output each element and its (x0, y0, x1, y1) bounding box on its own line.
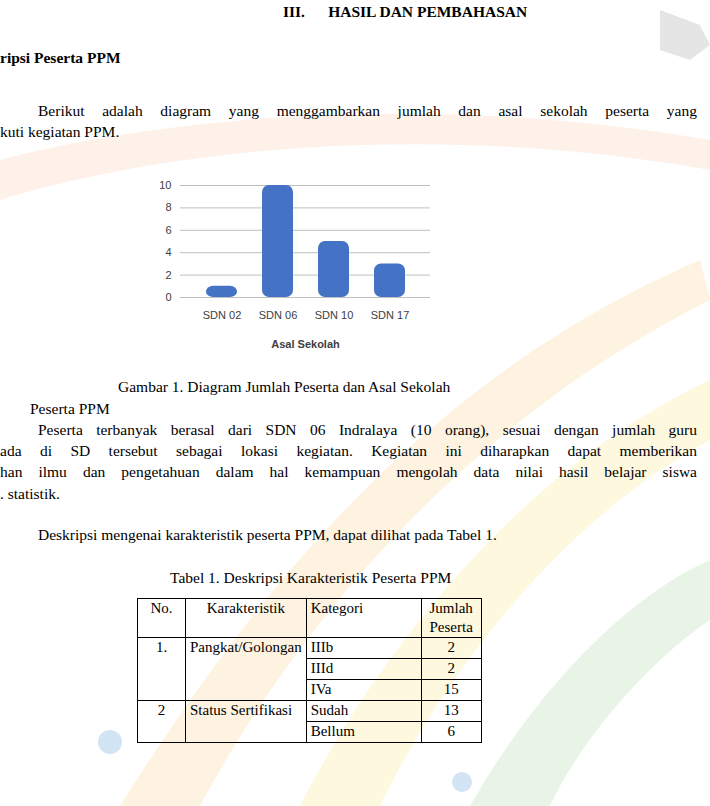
html-text:han ilmu dan pengetahuan dalam: han ilmu dan pengetahuan dalam hal kemam… (0, 463, 697, 480)
html-text:2: 2 (447, 639, 455, 655)
html-text:kuti kegiatan PPM.: kuti kegiatan PPM. (0, 123, 120, 140)
html-text:Tabel 1. Deskripsi Karakterist: Tabel 1. Deskripsi Karakteristik Peserta… (170, 569, 452, 586)
html-text:III. HASIL DAN PEMBAHASAN: III. HASIL DAN PEMBAHASAN (283, 3, 528, 20)
html-text:Kategori: Kategori (310, 600, 364, 616)
svg-text:SDN 06: SDN 06 (259, 309, 298, 321)
html-text:13: 13 (443, 702, 459, 718)
html-text:2: 2 (447, 660, 455, 676)
svg-text:2: 2 (165, 269, 171, 281)
html-text:IIId: IIId (310, 660, 334, 676)
html-text:6: 6 (447, 723, 455, 739)
svg-text:Asal Sekolah: Asal Sekolah (271, 338, 340, 350)
html-text:IVa: IVa (310, 681, 332, 697)
html-text:ripsi Peserta PPM: ripsi Peserta PPM (0, 49, 121, 66)
svg-text:6: 6 (165, 224, 171, 236)
svg-text:SDN 10: SDN 10 (315, 309, 354, 321)
html-text:No.: No. (150, 600, 173, 616)
html-text:Deskripsi mengenai karakterist: Deskripsi mengenai karakteristik peserta… (38, 526, 497, 543)
html-text:Karakteristik: Karakteristik (206, 600, 285, 616)
html-text:Jumlah Peserta: Jumlah Peserta (429, 600, 473, 635)
html-text:Peserta terbanyak berasal dari: Peserta terbanyak berasal dari SDN 06 In… (38, 421, 697, 438)
html-text:Berikut adalah diagram yang me: Berikut adalah diagram yang menggambarka… (38, 102, 697, 119)
svg-text:10: 10 (159, 179, 171, 191)
html-text:IIIb: IIIb (310, 639, 334, 655)
html-text:. statistik.: . statistik. (0, 485, 60, 502)
html-text:Status Sertifikasi: Status Sertifikasi (190, 702, 293, 718)
html-text:Peserta PPM: Peserta PPM (30, 400, 110, 417)
html-text:2: 2 (157, 702, 166, 718)
svg-text:0: 0 (165, 291, 171, 303)
svg-text:SDN 17: SDN 17 (371, 309, 410, 321)
html-text:1.: 1. (155, 639, 168, 655)
html-text:15: 15 (443, 681, 459, 697)
html-text:Gambar 1. Diagram Jumlah Peser: Gambar 1. Diagram Jumlah Peserta dan Asa… (118, 378, 451, 395)
html-text:Bellum: Bellum (310, 723, 355, 739)
svg-text:SDN 02: SDN 02 (203, 309, 242, 321)
svg-text:8: 8 (165, 201, 171, 213)
svg-text:4: 4 (165, 246, 171, 258)
html-text:ada di SD tersebut sebagai lok: ada di SD tersebut sebagai lokasi kegiat… (0, 442, 697, 459)
html-text:Sudah: Sudah (310, 702, 349, 718)
html-text:Pangkat/Golongan: Pangkat/Golongan (190, 639, 302, 655)
